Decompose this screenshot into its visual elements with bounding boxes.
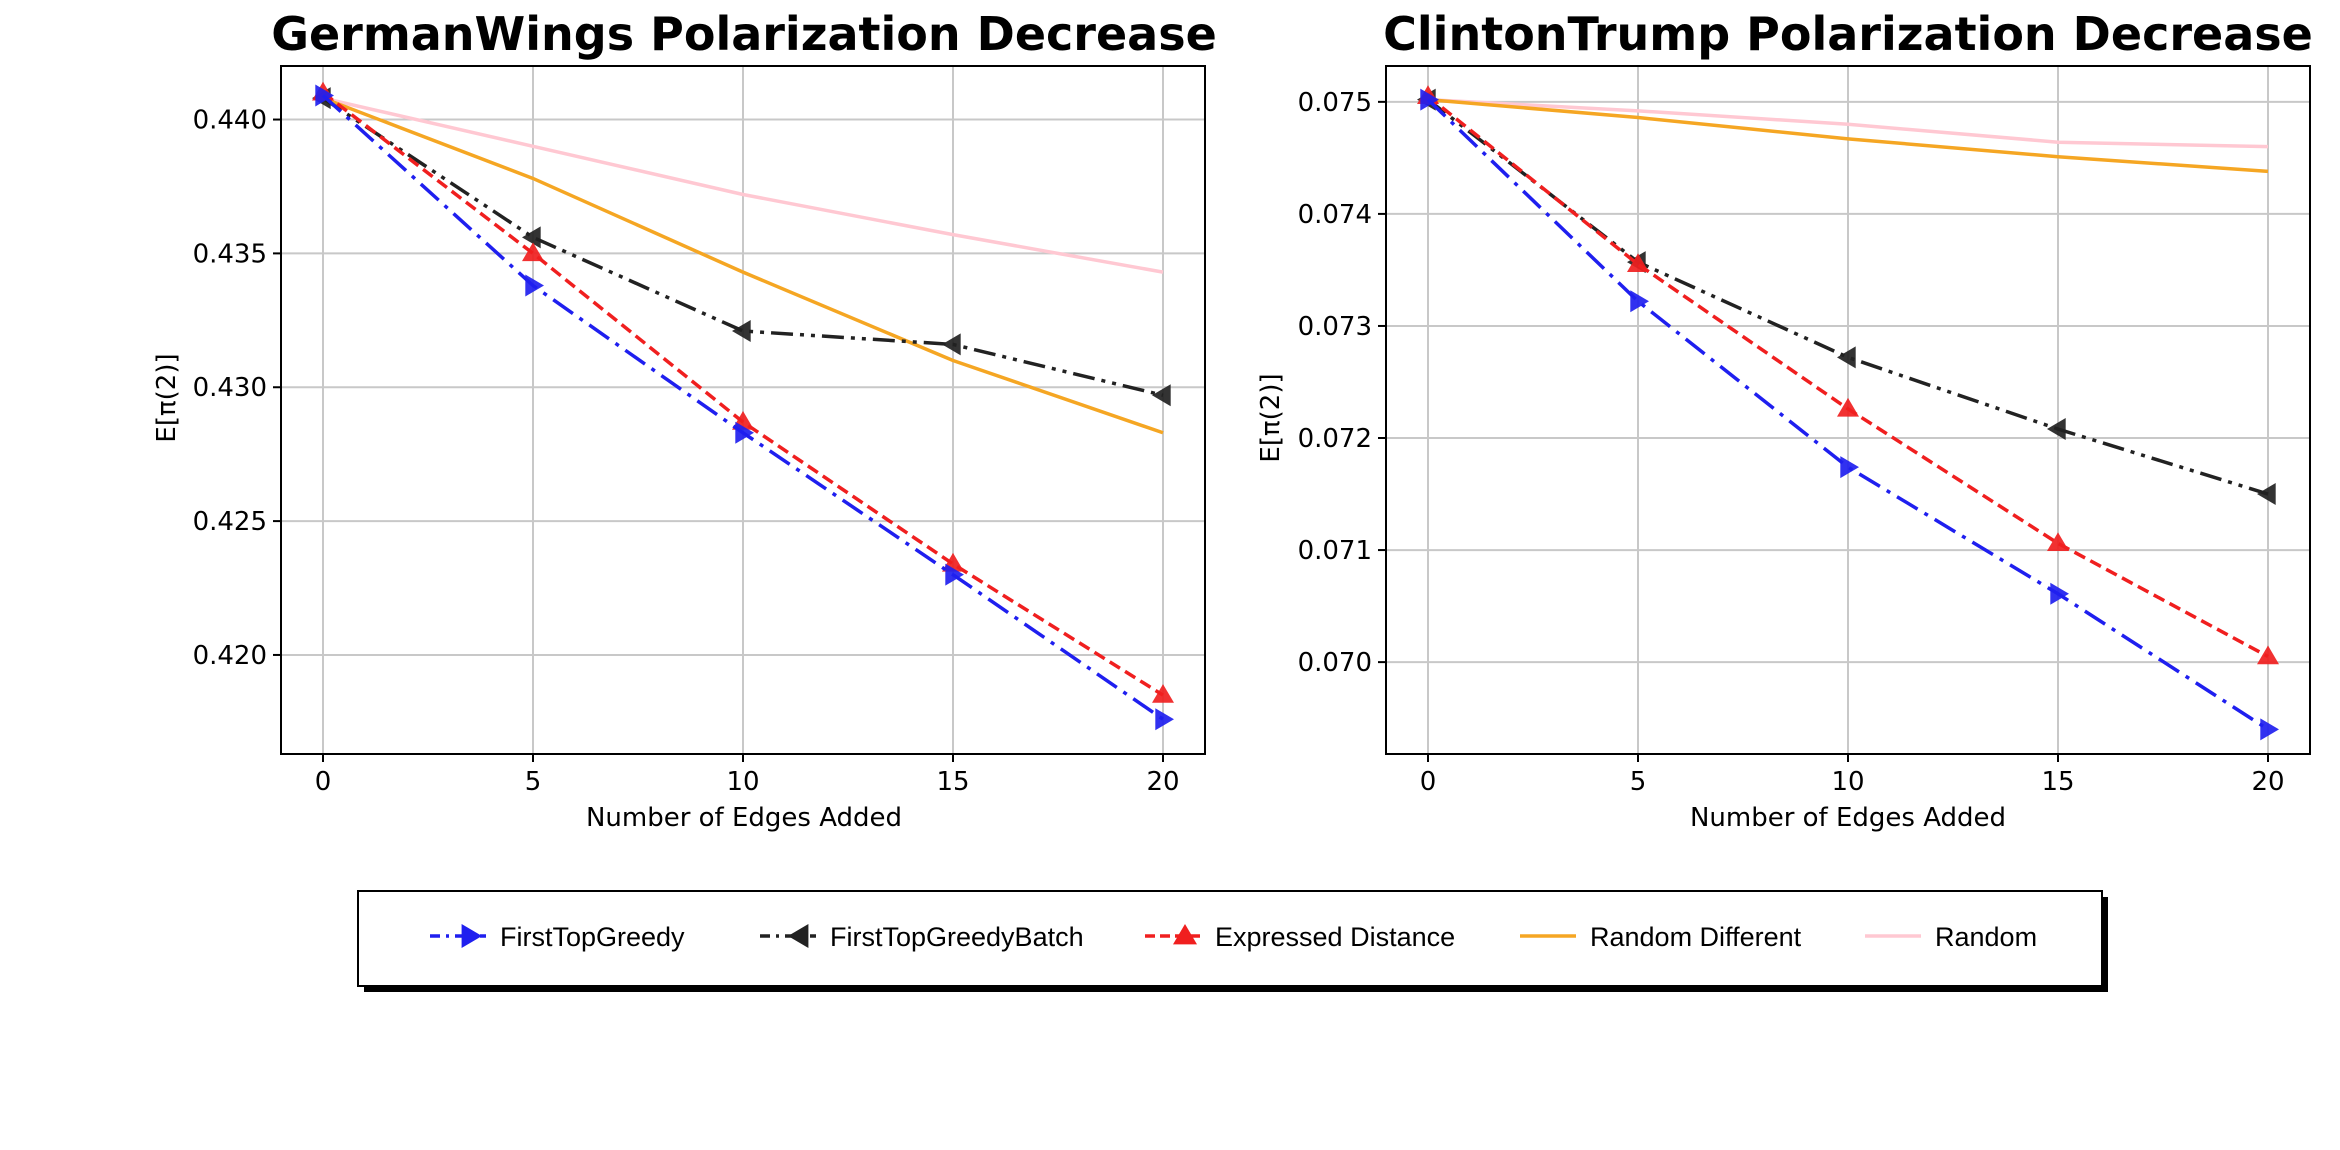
data-point (1152, 384, 1171, 407)
y-tick-label: 0.074 (1298, 200, 1372, 230)
series-random-different (1427, 97, 2269, 174)
data-point (1155, 708, 1174, 731)
data-point (1630, 290, 1649, 313)
data-point (1837, 397, 1859, 417)
y-tick-label: 0.420 (193, 641, 267, 671)
legend-box (357, 890, 2103, 987)
legend-label: Random Different (1590, 922, 1802, 952)
chart-title: GermanWings Polarization Decrease (271, 7, 1217, 61)
data-point (735, 421, 754, 444)
legend-item-expressed-distance: Expressed Distance (1145, 922, 1455, 952)
y-tick-label: 0.073 (1298, 312, 1372, 342)
series-firsttopgreedy (1420, 88, 2279, 741)
series-random-different (322, 96, 1164, 435)
legend-label: Expressed Distance (1215, 922, 1455, 952)
x-tick-label: 5 (525, 767, 542, 797)
data-point (525, 274, 544, 297)
chart-panel-clintontrump: ClintonTrump Polarization Decrease Numbe… (1256, 7, 2313, 833)
data-point (2047, 532, 2069, 552)
series-firsttopgreedy (315, 84, 1174, 731)
legend-marker (788, 924, 809, 948)
data-point (2260, 718, 2279, 741)
series-line (1427, 97, 2269, 149)
series-line (322, 96, 1164, 397)
x-tick-label: 5 (1630, 767, 1647, 797)
x-tick-label: 15 (936, 767, 969, 797)
legend-label: FirstTopGreedy (500, 922, 685, 952)
data-point (1837, 346, 1856, 369)
data-point (2257, 483, 2276, 506)
y-tick-label: 0.070 (1298, 648, 1372, 678)
series-random (1427, 97, 2269, 149)
x-tick-label: 15 (2041, 767, 2074, 797)
x-tick-label: 10 (726, 767, 759, 797)
data-point (315, 84, 334, 107)
legend-item-random: Random (1865, 922, 2037, 952)
data-point (732, 320, 751, 343)
x-tick-label: 10 (1831, 767, 1864, 797)
series-random (322, 96, 1164, 274)
y-tick-label: 0.425 (193, 507, 267, 537)
y-axis-label: E[π(2)] (152, 353, 182, 442)
data-point (2050, 582, 2069, 605)
x-tick-label: 20 (1146, 767, 1179, 797)
series-line (1427, 97, 2269, 174)
data-point (2257, 645, 2279, 665)
y-tick-label: 0.075 (1298, 88, 1372, 118)
data-point (1627, 253, 1649, 273)
x-tick-label: 0 (315, 767, 332, 797)
y-tick-label: 0.072 (1298, 424, 1372, 454)
data-point (942, 333, 961, 356)
y-tick-label: 0.435 (193, 239, 267, 269)
y-tick-label: 0.440 (193, 106, 267, 136)
series-firsttopgreedybatch (312, 87, 1171, 407)
legend-item-firsttopgreedybatch: FirstTopGreedyBatch (760, 922, 1084, 952)
series-line (322, 96, 1164, 435)
legend-marker (461, 924, 482, 948)
x-axis-label: Number of Edges Added (586, 803, 902, 833)
chart-panel-germanwings: GermanWings Polarization Decrease Number… (152, 7, 1217, 833)
data-point (1420, 88, 1439, 111)
legend-label: Random (1935, 922, 2037, 952)
data-point (945, 563, 964, 586)
x-tick-label: 20 (2251, 767, 2284, 797)
legend-item-random-different: Random Different (1520, 922, 1802, 952)
legend-item-firsttopgreedy: FirstTopGreedy (430, 922, 685, 952)
legend-label: FirstTopGreedyBatch (830, 922, 1084, 952)
y-tick-label: 0.071 (1298, 536, 1372, 566)
y-axis-label: E[π(2)] (1256, 373, 1286, 462)
series-line (1426, 98, 2269, 731)
chart-title: ClintonTrump Polarization Decrease (1383, 7, 2313, 61)
series-firsttopgreedybatch (1417, 88, 2276, 506)
data-point (522, 226, 541, 249)
series-line (322, 96, 1164, 274)
legend: FirstTopGreedy FirstTopGreedyBatch Express… (357, 890, 2108, 992)
grid (1386, 66, 2310, 754)
data-point (1840, 456, 1859, 479)
x-axis-label: Number of Edges Added (1690, 803, 2006, 833)
x-tick-label: 0 (1420, 767, 1437, 797)
legend-marker (1173, 924, 1197, 945)
data-point (1152, 684, 1174, 703)
data-point (2047, 418, 2066, 441)
y-tick-label: 0.430 (193, 373, 267, 403)
data-point (522, 242, 544, 262)
